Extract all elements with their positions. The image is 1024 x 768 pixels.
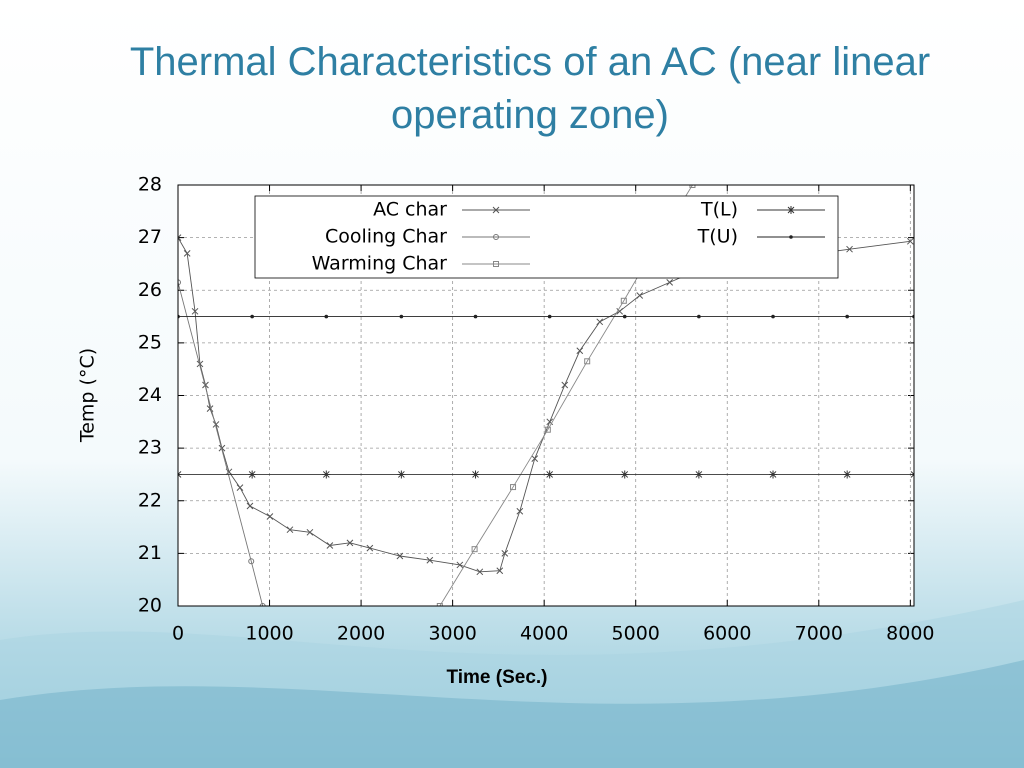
point-marker [346, 539, 354, 547]
point-marker [473, 314, 478, 319]
point-marker [191, 307, 199, 315]
point-marker [545, 470, 554, 479]
y-tick-label: 21 [138, 542, 162, 564]
x-tick-label: 2000 [337, 623, 385, 645]
point-marker [259, 603, 266, 606]
point-marker [694, 470, 703, 479]
point-marker [576, 347, 584, 355]
point-marker [306, 528, 314, 536]
y-tick-label: 24 [138, 384, 162, 406]
point-marker [399, 314, 404, 319]
point-marker [397, 470, 406, 479]
point-marker [366, 544, 374, 552]
legend-label: Warming Char [312, 253, 448, 275]
x-tick-label: 0 [172, 623, 184, 645]
point-marker [178, 279, 181, 286]
x-tick-label: 1000 [245, 623, 293, 645]
point-marker [843, 470, 852, 479]
legend-label: Cooling Char [325, 226, 447, 248]
point-marker [202, 381, 209, 389]
slide-title: Thermal Characteristics of an AC (near l… [129, 40, 931, 137]
y-tick-label: 26 [138, 279, 162, 301]
point-marker [183, 250, 191, 257]
point-marker [236, 484, 244, 491]
point-marker [471, 470, 480, 479]
y-tick-label: 23 [138, 437, 162, 459]
wave [0, 660, 1024, 768]
point-marker [561, 381, 569, 389]
x-tick-label: 7000 [795, 623, 843, 645]
y-tick-label: 22 [138, 489, 162, 511]
point-marker [196, 360, 204, 368]
x-axis-label: Time (Sec.) [446, 667, 547, 688]
point-marker [326, 542, 334, 549]
x-tick-label: 4000 [520, 623, 568, 645]
point-marker [789, 235, 793, 239]
point-marker [516, 507, 524, 515]
x-tick-label: 5000 [612, 623, 660, 645]
y-tick-label: 27 [138, 226, 162, 248]
point-marker [492, 206, 500, 214]
point-marker [396, 552, 404, 560]
y-tick-label: 20 [138, 595, 162, 617]
point-marker [324, 314, 329, 319]
x-tick-label: 8000 [886, 623, 934, 645]
plot-border [177, 184, 915, 607]
y-tick-label: 28 [138, 174, 162, 196]
point-marker [845, 314, 849, 319]
y-tick-label: 25 [138, 331, 162, 353]
point-marker [620, 470, 629, 479]
point-marker [178, 234, 182, 241]
point-marker [496, 567, 504, 575]
point-marker [493, 261, 499, 267]
x-tick-label: 6000 [703, 623, 751, 645]
y-axis-label: Temp (°C) [77, 348, 99, 443]
point-marker [622, 314, 627, 319]
point-marker [596, 318, 604, 326]
legend-label: AC char [373, 199, 447, 221]
point-marker [906, 237, 914, 245]
point-marker [620, 297, 627, 304]
point-marker [547, 314, 552, 319]
point-marker [689, 185, 696, 188]
point-marker [584, 358, 591, 365]
point-marker [769, 470, 778, 479]
point-marker [531, 455, 539, 463]
point-marker [846, 245, 853, 253]
point-marker [248, 558, 255, 565]
point-marker [426, 556, 434, 564]
point-marker [476, 568, 484, 576]
point-marker [212, 421, 220, 428]
legend-label: T(U) [697, 226, 738, 248]
point-marker [250, 314, 254, 319]
point-marker [616, 307, 624, 315]
point-marker [697, 314, 701, 319]
point-marker [493, 234, 499, 240]
series-line [178, 282, 264, 606]
point-marker [546, 418, 554, 426]
point-marker [771, 314, 775, 319]
point-marker [322, 470, 331, 479]
legend-label: T(L) [700, 199, 738, 221]
point-marker [246, 502, 254, 510]
point-marker [510, 484, 517, 491]
point-marker [636, 292, 644, 299]
point-marker [787, 206, 795, 214]
point-marker [266, 513, 274, 520]
point-marker [501, 550, 509, 557]
x-tick-label: 3000 [428, 623, 476, 645]
point-marker [436, 603, 443, 606]
point-marker [544, 426, 551, 433]
point-marker [286, 526, 294, 534]
point-marker [456, 561, 464, 569]
point-marker [248, 470, 257, 479]
point-marker [471, 546, 478, 553]
point-marker [666, 279, 674, 286]
legend-box [254, 195, 839, 279]
